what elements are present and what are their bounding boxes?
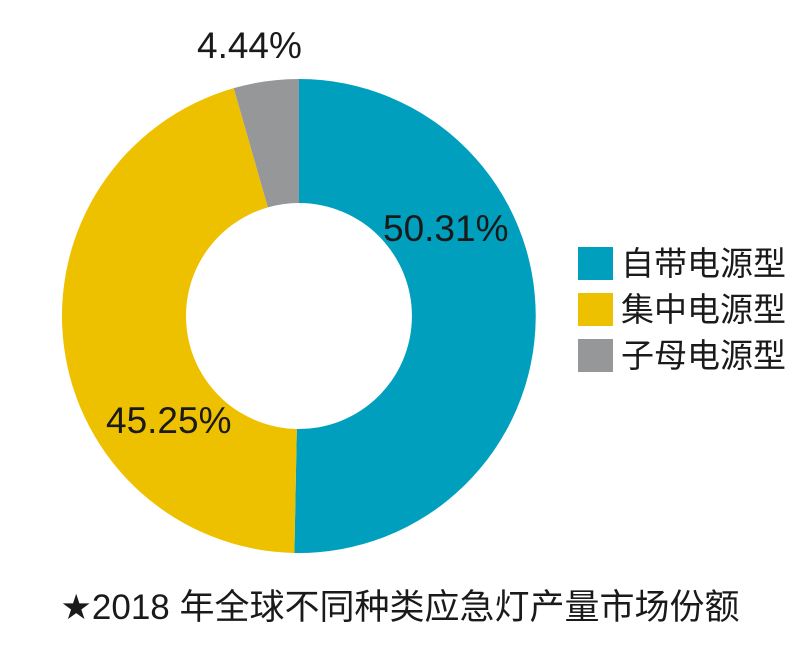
slice-label-self-powered: 50.31% (383, 208, 509, 249)
donut-slice-centralized (61, 88, 297, 553)
legend-label-self-powered: 自带电源型 (621, 245, 786, 282)
legend-label-centralized: 集中电源型 (621, 291, 786, 328)
legend-item-self-powered: 自带电源型 (578, 247, 786, 280)
donut-slice-self-powered (294, 79, 536, 553)
legend-item-master-slave: 子母电源型 (578, 339, 786, 372)
donut-slice-master-slave (233, 79, 299, 208)
legend-label-master-slave: 子母电源型 (621, 337, 786, 374)
chart-title: ★2018 年全球不同种类应急灯产量市场份额 (60, 588, 740, 627)
legend-swatch-centralized (578, 293, 613, 326)
slice-label-master-slave: 4.44% (197, 25, 302, 66)
legend: 自带电源型 集中电源型 子母电源型 (578, 247, 786, 372)
legend-swatch-master-slave (578, 339, 613, 372)
legend-item-centralized: 集中电源型 (578, 293, 786, 326)
slice-label-centralized: 45.25% (106, 400, 232, 441)
legend-swatch-self-powered (578, 247, 613, 280)
